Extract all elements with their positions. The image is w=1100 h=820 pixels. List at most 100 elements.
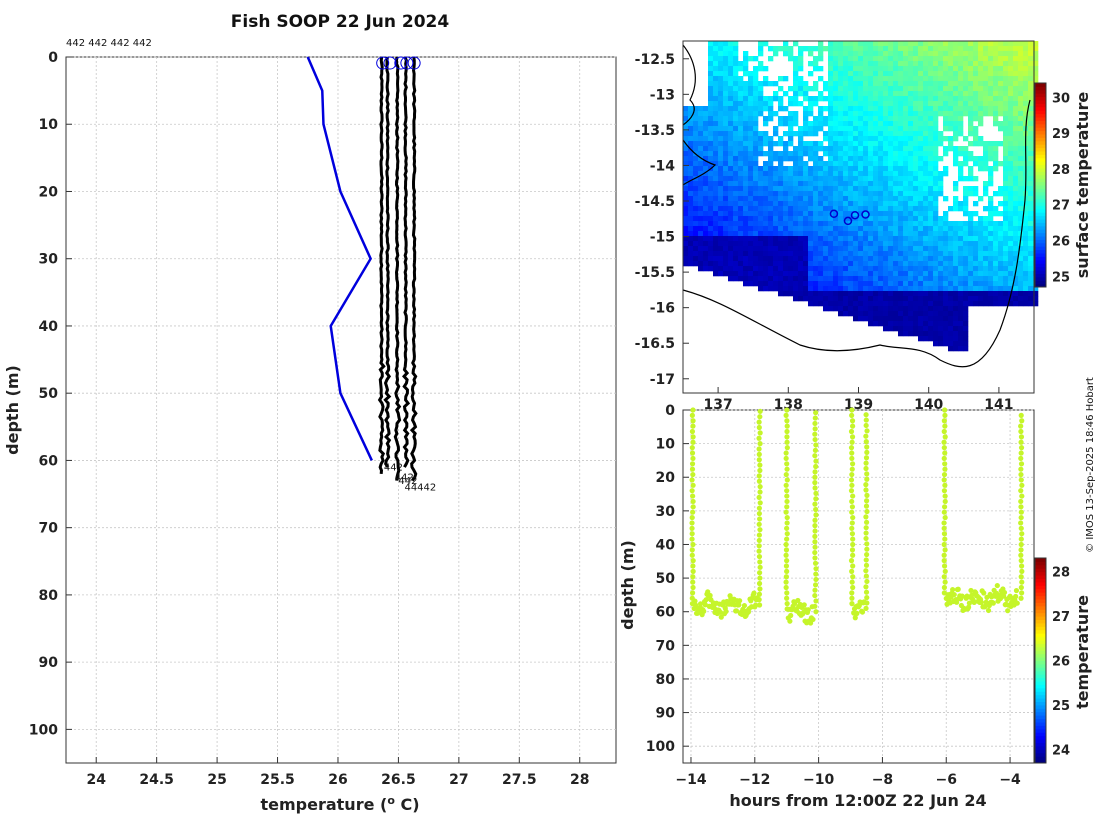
sst-cell <box>733 196 739 202</box>
sst-cell <box>978 71 984 77</box>
sst-cell <box>708 156 714 162</box>
sst-cell <box>708 81 714 87</box>
sst-cell <box>743 231 749 237</box>
sst-cell <box>1018 106 1024 112</box>
sst-cell <box>863 201 869 207</box>
sst-cell <box>988 41 994 47</box>
sst-cell <box>743 111 749 117</box>
sst-cell <box>943 261 949 267</box>
sst-cell <box>768 136 774 142</box>
sst-cell <box>953 126 959 132</box>
sst-cell <box>713 96 719 102</box>
sst-cell <box>898 256 904 262</box>
td-colorbar-segment <box>1035 756 1046 761</box>
sst-cell <box>738 196 744 202</box>
sst-cell <box>1023 226 1029 232</box>
sst-cell <box>933 81 939 87</box>
td-point <box>864 541 870 547</box>
sst-cell <box>983 221 989 227</box>
sst-cell <box>908 71 914 77</box>
sst-cell <box>923 51 929 57</box>
map-colorbar-segment <box>1035 174 1046 179</box>
sst-cell <box>943 256 949 262</box>
sst-cell <box>688 211 694 217</box>
map-colorbar-segment <box>1035 273 1046 278</box>
sst-cell <box>698 106 704 112</box>
sst-cell <box>838 241 844 247</box>
sst-cell <box>778 136 784 142</box>
sst-cell <box>928 106 934 112</box>
sst-cell <box>1008 186 1014 192</box>
sst-cell <box>973 241 979 247</box>
sst-cell <box>788 176 794 182</box>
td-point <box>812 426 818 432</box>
sst-cell <box>1023 281 1029 287</box>
sst-cell <box>1003 221 1009 227</box>
sst-cell <box>928 306 934 312</box>
sst-cell <box>828 96 834 102</box>
sst-cell <box>878 191 884 197</box>
sst-cell <box>958 41 964 47</box>
sst-cell <box>903 201 909 207</box>
sst-cell <box>833 111 839 117</box>
sst-cell <box>978 51 984 57</box>
sst-cell <box>758 266 764 272</box>
sst-cell <box>858 156 864 162</box>
sst-cell <box>848 191 854 197</box>
sst-cell <box>893 61 899 67</box>
sst-cell <box>758 221 764 227</box>
map-colorbar-segment <box>1035 191 1046 196</box>
sst-cell <box>833 131 839 137</box>
sst-cell <box>813 276 819 282</box>
sst-cell <box>923 226 929 232</box>
sst-cell <box>733 56 739 62</box>
sst-cell <box>728 86 734 92</box>
sst-cell <box>798 161 804 167</box>
sst-cell <box>718 131 724 137</box>
sst-cell <box>843 101 849 107</box>
sst-cell <box>1013 181 1019 187</box>
sst-cell <box>923 131 929 137</box>
sst-cell <box>733 166 739 172</box>
sst-cell <box>798 146 804 152</box>
sst-cell <box>683 246 689 252</box>
sst-cell <box>928 191 934 197</box>
sst-cell <box>993 261 999 267</box>
sst-cell <box>883 186 889 192</box>
sst-cell <box>853 176 859 182</box>
td-point <box>689 461 696 467</box>
sst-cell <box>1033 71 1039 77</box>
td-point <box>863 465 869 472</box>
sst-cell <box>1003 141 1009 147</box>
sst-cell <box>738 91 744 97</box>
sst-cell <box>733 241 739 247</box>
sst-cell <box>818 256 824 262</box>
sst-cell <box>833 231 839 237</box>
td-point <box>812 474 818 480</box>
sst-cell <box>903 121 909 127</box>
sst-cell <box>708 41 714 47</box>
td-colorbar-segment <box>1035 650 1046 655</box>
sst-cell <box>698 116 704 122</box>
td-point <box>969 592 975 598</box>
sst-cell <box>988 46 994 52</box>
sst-cell <box>788 266 794 272</box>
sst-cell <box>913 196 919 202</box>
sst-cell <box>843 111 849 117</box>
sst-cell <box>748 231 754 237</box>
sst-cell <box>978 141 984 147</box>
sst-cell <box>718 241 724 247</box>
sst-cell <box>948 71 954 77</box>
sst-cell <box>878 121 884 127</box>
sst-cell <box>868 156 874 162</box>
sst-cell <box>923 191 929 197</box>
sst-cell <box>848 46 854 52</box>
sst-cell <box>1023 291 1029 297</box>
sst-cell <box>958 236 964 242</box>
sst-cell <box>843 181 849 187</box>
sst-cell <box>848 76 854 82</box>
sst-cell <box>793 196 799 202</box>
td-point <box>805 607 811 613</box>
sst-cell <box>923 271 929 277</box>
